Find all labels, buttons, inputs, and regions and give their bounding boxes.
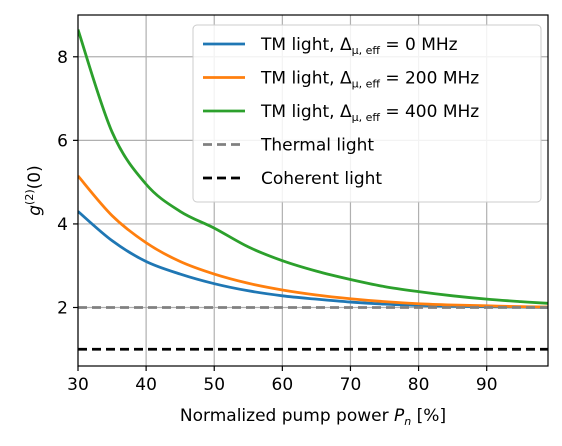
- x-tick-label: 40: [135, 375, 157, 395]
- legend-box: [192, 24, 542, 203]
- legend: TM light, Δμ, eff = 0 MHz TM light, Δμ, e…: [192, 24, 542, 203]
- y-tick-label: 6: [57, 131, 68, 151]
- x-tick-label: 70: [340, 375, 362, 395]
- legend-label-5: Coherent light: [261, 169, 382, 189]
- series-line-1: [78, 210, 548, 309]
- legend-label-1: TM light, Δμ, eff = 0 MHz: [260, 35, 458, 57]
- y-tick-label: 4: [57, 215, 68, 235]
- legend-label-4: Thermal light: [260, 136, 374, 156]
- series-line-3: [78, 29, 548, 305]
- plot-lines: [78, 29, 548, 351]
- series-line-2: [78, 174, 548, 309]
- x-tick-label: 60: [272, 375, 294, 395]
- axes: [73, 14, 549, 371]
- x-axis-label: Normalized pump power Pn [%]: [180, 406, 446, 428]
- y-axis-label: g(2)(0): [23, 165, 45, 215]
- tick-labels: 30 40 50 60 70 80 90 2 4 6 8: [57, 48, 497, 395]
- x-tick-label: 30: [67, 375, 89, 395]
- y-tick-label: 8: [57, 48, 68, 68]
- x-tick-label: 50: [203, 375, 225, 395]
- legend-label-3: TM light, Δμ, eff = 400 MHz: [260, 102, 479, 124]
- x-tick-label: 90: [476, 375, 498, 395]
- y-tick-label: 2: [57, 299, 68, 319]
- legend-label-2: TM light, Δμ, eff = 200 MHz: [260, 69, 479, 91]
- x-tick-label: 80: [408, 375, 430, 395]
- plot-frame: [77, 14, 549, 367]
